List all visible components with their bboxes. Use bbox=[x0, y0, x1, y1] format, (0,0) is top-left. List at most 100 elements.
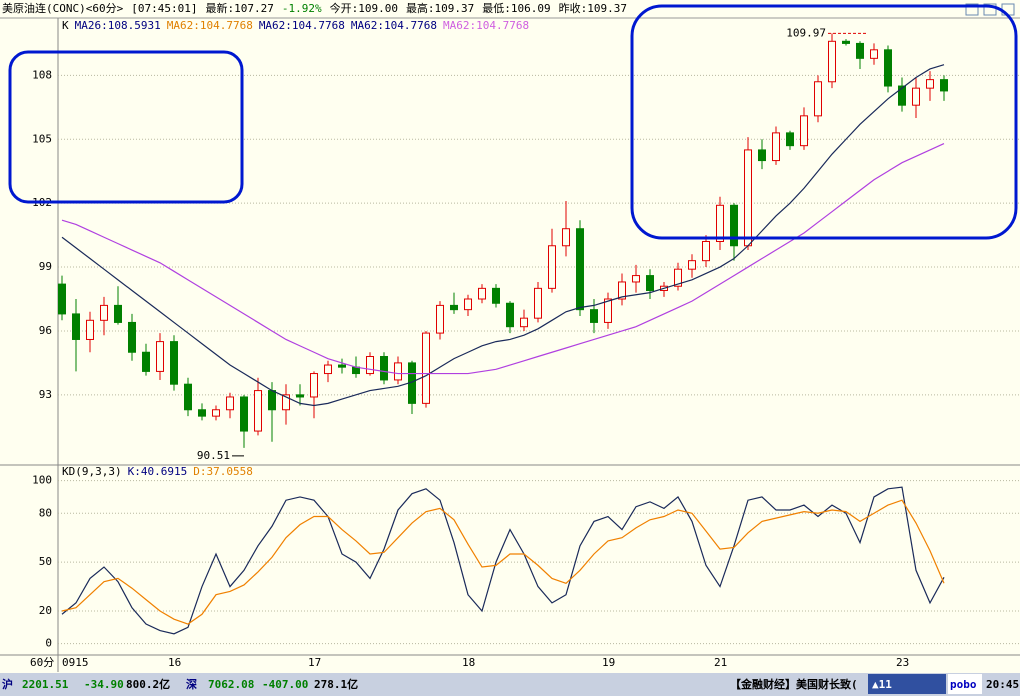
high-annotation: 109.97 bbox=[786, 26, 826, 39]
candle-body bbox=[380, 356, 388, 381]
header-text: [07:45:01] bbox=[131, 2, 197, 15]
window-button[interactable] bbox=[965, 3, 979, 16]
candle-body bbox=[394, 362, 402, 381]
candle-body bbox=[184, 383, 192, 411]
legend-text: K bbox=[62, 19, 69, 32]
candle-body bbox=[58, 283, 66, 315]
candle-body bbox=[646, 275, 654, 291]
candle-body bbox=[758, 149, 766, 162]
highlight-box bbox=[630, 4, 1018, 240]
legend-text: MA62:104.7768 bbox=[167, 19, 253, 32]
status-text: 沪 bbox=[2, 677, 13, 691]
status-logo-bg bbox=[948, 674, 982, 694]
candle-body bbox=[688, 260, 696, 270]
candle-body bbox=[212, 409, 220, 417]
header-text: 最新:107.27 bbox=[205, 1, 273, 15]
candle-body bbox=[856, 42, 864, 59]
candle-body bbox=[744, 149, 752, 247]
status-text: 【金融财经】美国财长致( bbox=[730, 677, 858, 691]
candle-body bbox=[674, 268, 682, 287]
candle-body bbox=[296, 394, 304, 398]
candle-body bbox=[492, 287, 500, 304]
status-text: 2201.51 bbox=[22, 678, 69, 691]
header-text: 昨收:109.37 bbox=[559, 1, 627, 15]
candle-body bbox=[898, 85, 906, 106]
candle-body bbox=[478, 287, 486, 300]
x-tick-label: 21 bbox=[714, 656, 727, 669]
y-tick-label: 99 bbox=[39, 260, 52, 273]
candle-body bbox=[716, 204, 724, 243]
status-text: 278.1亿 bbox=[314, 677, 358, 691]
candle-body bbox=[730, 204, 738, 247]
x-tick-label: 19 bbox=[602, 656, 615, 669]
x-tick-label: 23 bbox=[896, 656, 909, 669]
candle-body bbox=[940, 79, 948, 92]
status-text: 800.2亿 bbox=[126, 677, 170, 691]
status-text: pobo bbox=[950, 678, 977, 691]
candle-body bbox=[128, 321, 136, 353]
candle-body bbox=[366, 356, 374, 375]
highlight-box bbox=[8, 50, 244, 204]
candle-body bbox=[72, 313, 80, 340]
candle-body bbox=[562, 228, 570, 247]
candle-body bbox=[912, 87, 920, 106]
y-tick-label: 96 bbox=[39, 324, 52, 337]
status-text: 20:45 bbox=[986, 678, 1019, 691]
series-line bbox=[61, 486, 945, 635]
candle-body bbox=[282, 394, 290, 411]
candle-body bbox=[702, 241, 710, 262]
candle-body bbox=[884, 49, 892, 87]
status-bar bbox=[0, 673, 1020, 696]
y-tick-label: 108 bbox=[32, 68, 52, 81]
legend-text: K:40.6915 bbox=[128, 465, 188, 478]
candle-body bbox=[86, 319, 94, 340]
x-tick-label: 18 bbox=[462, 656, 475, 669]
candle-body bbox=[310, 373, 318, 398]
window-button[interactable] bbox=[983, 3, 997, 16]
candle-body bbox=[618, 281, 626, 300]
status-text: -407.00 bbox=[262, 678, 308, 691]
candle-body bbox=[240, 396, 248, 432]
candle-body bbox=[828, 40, 836, 83]
candle-body bbox=[422, 332, 430, 404]
y-tick-label: 50 bbox=[39, 555, 52, 568]
status-text: 深 bbox=[186, 677, 197, 691]
candle-body bbox=[926, 79, 934, 89]
series-line bbox=[61, 499, 945, 625]
low-annotation: 90.51 bbox=[197, 449, 230, 462]
header-text: -1.92% bbox=[282, 2, 322, 15]
candle-body bbox=[632, 275, 640, 283]
candle-body bbox=[814, 81, 822, 117]
candle-body bbox=[436, 304, 444, 334]
legend-text: MA26:108.5931 bbox=[75, 19, 161, 32]
status-badge bbox=[868, 674, 946, 694]
candle-body bbox=[254, 390, 262, 432]
status-text: ▲11 bbox=[872, 678, 892, 691]
x-tick-label: 0915 bbox=[62, 656, 89, 669]
x-tick-label: 17 bbox=[308, 656, 321, 669]
candle-body bbox=[520, 317, 528, 328]
candle-body bbox=[170, 341, 178, 385]
candle-body bbox=[786, 132, 794, 147]
candle-body bbox=[772, 132, 780, 162]
candle-body bbox=[842, 40, 850, 44]
y-tick-label: 100 bbox=[32, 474, 52, 487]
candle-body bbox=[268, 390, 276, 411]
candle-body bbox=[338, 364, 346, 368]
status-text: 7062.08 bbox=[208, 678, 254, 691]
candle-body bbox=[506, 302, 514, 328]
y-tick-label: 0 bbox=[45, 637, 52, 650]
legend-text: D:37.0558 bbox=[193, 465, 253, 478]
candle-body bbox=[604, 298, 612, 323]
status-text: -34.90 bbox=[84, 678, 124, 691]
candle-body bbox=[324, 364, 332, 375]
header-text: 今开:109.00 bbox=[330, 1, 398, 15]
candle-body bbox=[142, 351, 150, 372]
candle-body bbox=[464, 298, 472, 311]
legend-text: KD(9,3,3) bbox=[62, 465, 122, 478]
candle-body bbox=[114, 304, 122, 323]
y-tick-label: 80 bbox=[39, 506, 52, 519]
legend-text: MA62:104.7768 bbox=[259, 19, 345, 32]
